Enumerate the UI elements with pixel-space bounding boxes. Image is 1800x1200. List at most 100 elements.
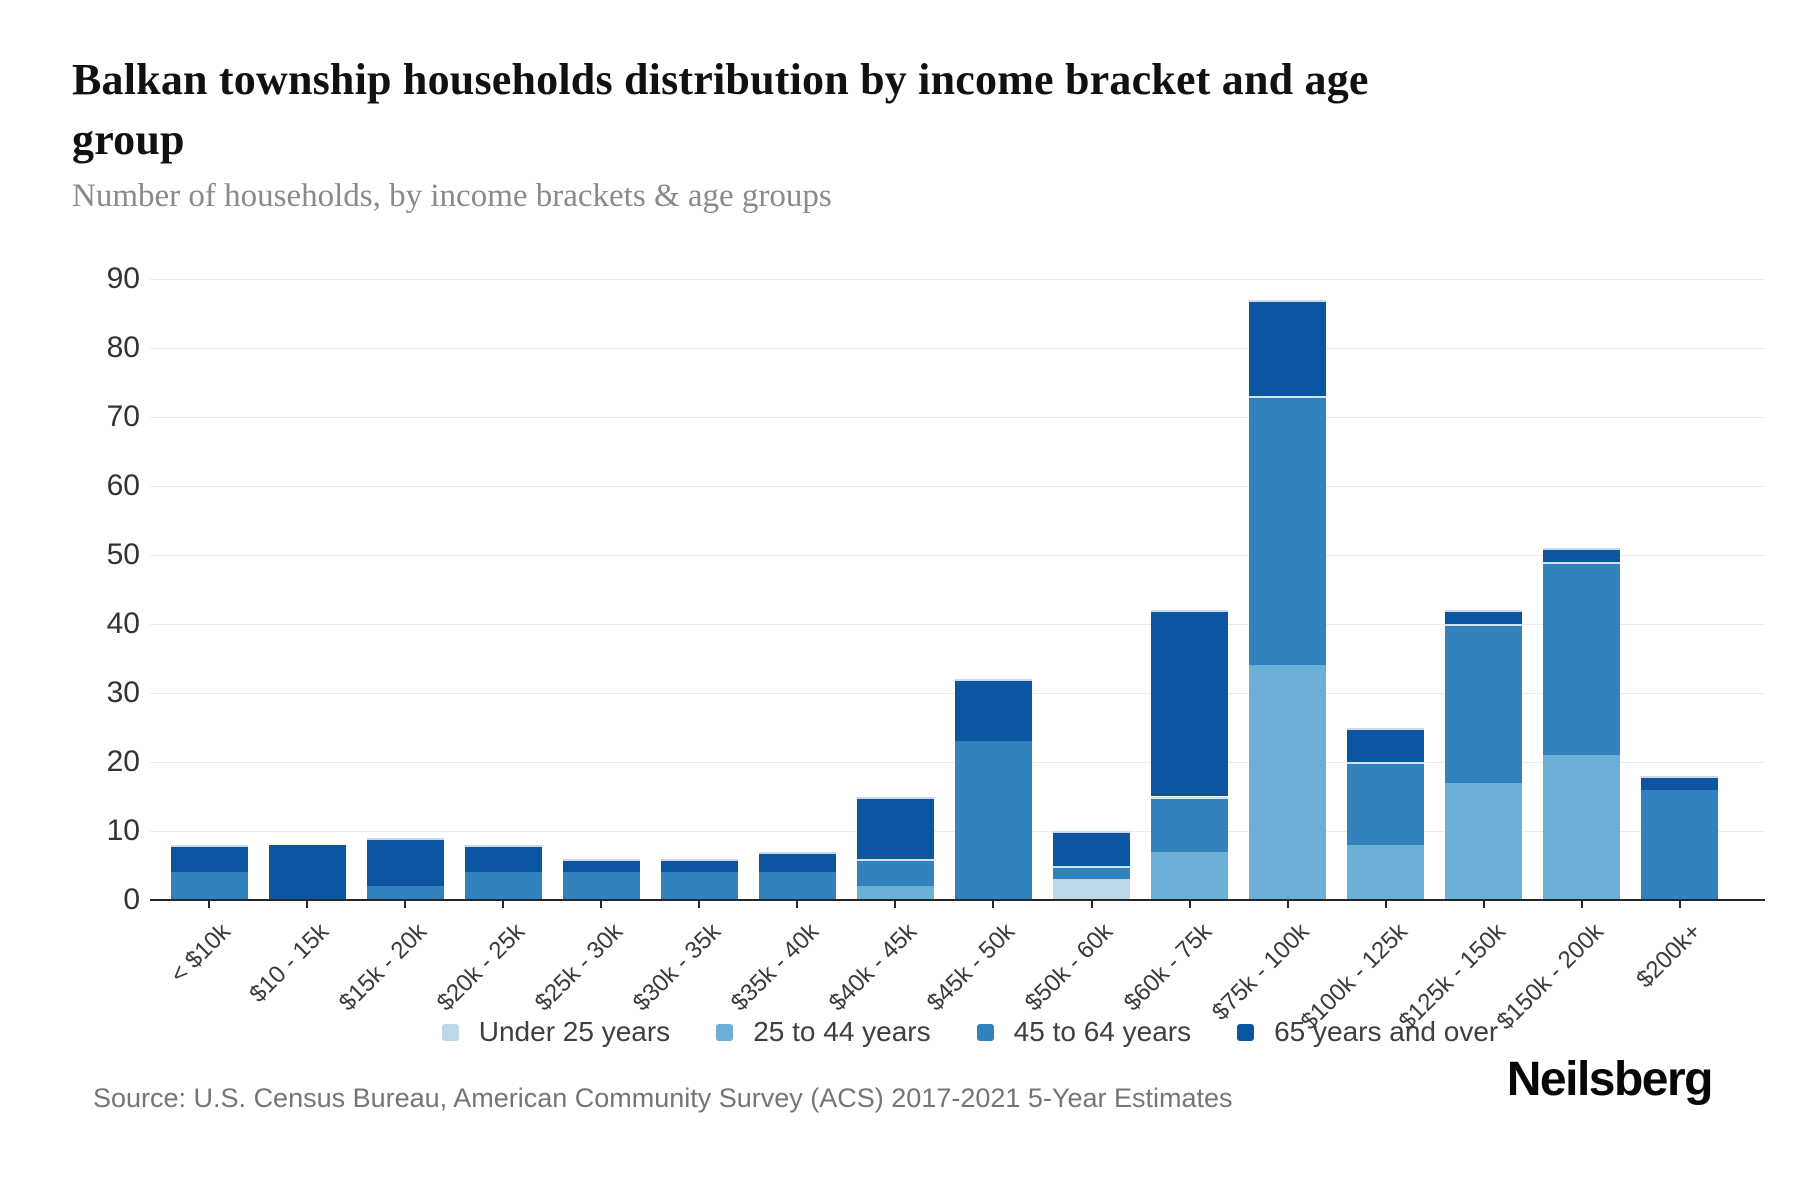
bar-segment-45-to-64-years[interactable]: [954, 741, 1032, 900]
x-axis-tick-label: $20k - 25k: [431, 918, 531, 1017]
legend-label: 65 years and over: [1274, 1016, 1499, 1047]
bar-segment-65-years-and-over[interactable]: [366, 837, 444, 887]
y-axis-tick-label: 40: [106, 607, 140, 640]
bar-segment-45-to-64-years[interactable]: [856, 858, 934, 887]
brand-logo: Neilsberg: [1506, 1053, 1714, 1106]
bar-segment-25-to-44-years[interactable]: [1347, 844, 1425, 900]
grid-line: [150, 348, 1765, 349]
bar-segment-45-to-64-years[interactable]: [366, 886, 444, 900]
bar-$25k - 30k: [562, 0, 640, 900]
x-axis-tick-label: $10 - 15k: [244, 918, 335, 1008]
bar-segment-under-25-years[interactable]: [1053, 879, 1131, 900]
x-axis-tick: [1482, 901, 1485, 908]
x-axis-tick: [502, 901, 505, 908]
bar-segment-65-years-and-over[interactable]: [562, 858, 640, 873]
x-axis-tick: [600, 901, 603, 908]
bar-segment-65-years-and-over[interactable]: [1053, 831, 1131, 866]
bar-segment-25-to-44-years[interactable]: [1249, 665, 1327, 900]
legend-swatch: [716, 1023, 734, 1041]
bar-segment-45-to-64-years[interactable]: [1053, 865, 1131, 880]
grid-line: [150, 279, 1765, 280]
x-axis-tick: [1286, 901, 1289, 908]
x-axis-tick: [208, 901, 210, 908]
bar-segment-45-to-64-years[interactable]: [1641, 789, 1719, 900]
legend-swatch: [1237, 1023, 1255, 1041]
x-axis-line: [150, 899, 1765, 901]
legend-item-65-years-and-over[interactable]: 65 years and over: [1237, 1016, 1498, 1048]
x-axis-tick: [698, 901, 701, 908]
bar-segment-45-to-64-years[interactable]: [1543, 561, 1621, 756]
bar-$40k - 45k: [856, 0, 934, 900]
bar-segment-65-years-and-over[interactable]: [1641, 775, 1719, 790]
bar-segment-65-years-and-over[interactable]: [170, 844, 248, 873]
y-axis-tick-label: 80: [106, 331, 140, 364]
legend-label: Under 25 years: [478, 1016, 671, 1047]
bar-segment-45-to-64-years[interactable]: [660, 872, 738, 900]
bar-segment-65-years-and-over[interactable]: [954, 679, 1032, 742]
bar-segment-65-years-and-over[interactable]: [856, 796, 934, 859]
bar-segment-45-to-64-years[interactable]: [1445, 624, 1523, 783]
y-axis-tick-label: 10: [106, 814, 140, 847]
bar-< $10k: [170, 0, 248, 900]
bar-$150k - 200k: [1543, 0, 1621, 900]
x-axis-tick-label: $15k - 20k: [333, 918, 433, 1017]
y-axis-tick-label: 70: [106, 400, 140, 433]
legend-item-45-to-64-years[interactable]: 45 to 64 years: [976, 1016, 1191, 1048]
grid-line: [150, 486, 1765, 487]
x-axis-tick: [894, 901, 897, 908]
bar-$50k - 60k: [1053, 0, 1131, 900]
bar-segment-45-to-64-years[interactable]: [170, 872, 248, 900]
chart-title: Balkan township households distribution …: [72, 55, 1369, 164]
bar-segment-45-to-64-years[interactable]: [1347, 762, 1425, 845]
bar-segment-45-to-64-years[interactable]: [758, 872, 836, 900]
bar-segment-65-years-and-over[interactable]: [1543, 548, 1621, 562]
x-axis-tick-label: $30k - 35k: [628, 918, 727, 1017]
legend-item-under-25-years[interactable]: Under 25 years: [441, 1016, 671, 1048]
x-axis-tick-label: $200k+: [1631, 918, 1707, 994]
bar-segment-25-to-44-years[interactable]: [1543, 755, 1621, 900]
x-axis-tick-label: $50k - 60k: [1020, 918, 1119, 1017]
x-axis-tick: [1580, 901, 1583, 908]
bar-$60k - 75k: [1151, 0, 1229, 900]
legend: Under 25 years 25 to 44 years 45 to 64 yea…: [150, 1010, 1790, 1054]
bar-segment-65-years-and-over[interactable]: [1151, 610, 1229, 797]
bar-segment-65-years-and-over[interactable]: [1347, 727, 1425, 762]
bar-segment-65-years-and-over[interactable]: [268, 844, 346, 900]
y-axis-tick-label: 50: [106, 538, 140, 571]
grid-line: [150, 624, 1765, 625]
bar-segment-45-to-64-years[interactable]: [1151, 796, 1229, 852]
x-axis-tick-label: < $10k: [165, 918, 237, 989]
bar-segment-25-to-44-years[interactable]: [856, 886, 934, 900]
bar-segment-45-to-64-years[interactable]: [562, 872, 640, 900]
bar-segment-65-years-and-over[interactable]: [464, 844, 542, 873]
x-axis-tick: [796, 901, 799, 908]
bar-$100k - 125k: [1347, 0, 1425, 900]
x-axis-tick: [992, 901, 995, 908]
bar-segment-65-years-and-over[interactable]: [758, 851, 836, 873]
y-axis-tick-label: 60: [106, 469, 140, 502]
x-axis-tick: [404, 901, 407, 908]
bar-segment-65-years-and-over[interactable]: [1445, 610, 1523, 624]
y-axis-tick-label: 20: [106, 745, 140, 778]
bar-segment-25-to-44-years[interactable]: [1151, 851, 1229, 900]
legend-label: 25 to 44 years: [753, 1016, 931, 1047]
bar-$10 - 15k: [268, 0, 346, 900]
bar-$75k - 100k: [1249, 0, 1327, 900]
legend-swatch: [441, 1023, 459, 1041]
bar-$30k - 35k: [660, 0, 738, 900]
y-axis-tick-label: 30: [106, 676, 140, 709]
bar-segment-25-to-44-years[interactable]: [1445, 782, 1523, 900]
source-attribution: Source: U.S. Census Bureau, American Com…: [93, 1083, 1233, 1113]
y-axis-tick-label: 90: [106, 262, 140, 295]
x-axis-tick: [1090, 901, 1093, 908]
bar-segment-65-years-and-over[interactable]: [1249, 299, 1327, 397]
legend-item-25-to-44-years[interactable]: 25 to 44 years: [716, 1016, 931, 1048]
bar-segment-65-years-and-over[interactable]: [660, 858, 738, 873]
x-axis-tick-label: $35k - 40k: [726, 918, 825, 1017]
bar-$20k - 25k: [464, 0, 542, 900]
bar-segment-45-to-64-years[interactable]: [464, 872, 542, 900]
bar-segment-45-to-64-years[interactable]: [1249, 396, 1327, 666]
x-axis-tick-label: $60k - 75k: [1118, 918, 1217, 1017]
x-axis-tick-label: $45k - 50k: [922, 918, 1021, 1017]
